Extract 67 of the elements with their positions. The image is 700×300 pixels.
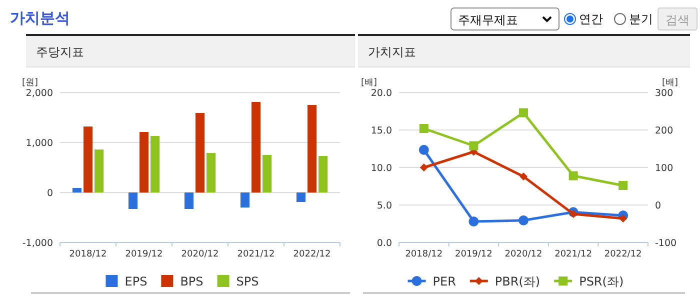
point bbox=[518, 215, 528, 226]
point bbox=[419, 124, 428, 133]
bar bbox=[94, 150, 104, 192]
legend-label: BPS bbox=[180, 274, 204, 288]
y-tick-label: -1,000 bbox=[22, 238, 53, 249]
y-tick-label: 20.0 bbox=[370, 88, 392, 99]
bar bbox=[84, 126, 92, 192]
x-tick-label: 2021/12 bbox=[554, 250, 592, 260]
y-tick-label: 2,000 bbox=[26, 88, 53, 99]
bar bbox=[262, 155, 272, 192]
x-tick-label: 2019/12 bbox=[455, 250, 492, 260]
legend-label: PBR(좌) bbox=[494, 274, 540, 288]
point bbox=[418, 144, 429, 155]
bar bbox=[150, 136, 160, 192]
y-tick-label: 1,000 bbox=[26, 138, 53, 149]
text: 주재무제표 bbox=[458, 13, 518, 27]
x-tick-label: 2019/12 bbox=[125, 250, 163, 260]
x-tick-label: 2020/12 bbox=[181, 250, 219, 260]
y-axis-title: [배] bbox=[361, 78, 378, 88]
text: 검색 bbox=[666, 13, 690, 27]
text: 분기 bbox=[629, 12, 653, 26]
bar bbox=[206, 153, 216, 192]
bar bbox=[296, 192, 306, 202]
point bbox=[468, 216, 479, 226]
chart-title: 주당지표 bbox=[36, 45, 84, 59]
bar bbox=[318, 156, 328, 192]
y2-tick-label: -100 bbox=[655, 238, 677, 249]
point bbox=[568, 171, 578, 180]
x-tick-label: 2021/12 bbox=[237, 250, 275, 260]
bar bbox=[184, 192, 194, 209]
point bbox=[618, 181, 628, 190]
y-tick-label: 10.0 bbox=[370, 163, 392, 174]
point bbox=[569, 210, 578, 218]
bar bbox=[308, 105, 316, 192]
y-tick-label: 15.0 bbox=[370, 126, 392, 136]
legend-label: EPS bbox=[124, 274, 148, 288]
x-tick-label: 2022/12 bbox=[293, 250, 331, 260]
point bbox=[519, 108, 528, 118]
y2-tick-label: 200 bbox=[655, 126, 674, 136]
x-tick-label: 2018/12 bbox=[69, 250, 107, 260]
y-tick-label: 0.0 bbox=[376, 238, 392, 249]
y2-axis-title: [배] bbox=[662, 78, 678, 88]
bar bbox=[128, 192, 138, 209]
y2-tick-label: 0 bbox=[655, 200, 662, 212]
y-tick-label: 0 bbox=[46, 188, 53, 199]
y-axis-title: [원] bbox=[22, 78, 38, 88]
x-tick-label: 2022/12 bbox=[604, 250, 642, 260]
y2-tick-label: 300 bbox=[655, 88, 674, 99]
chart-title: 가치지표 bbox=[368, 45, 416, 59]
y2-tick-label: 100 bbox=[655, 163, 674, 174]
text: 가치분석 bbox=[10, 9, 70, 27]
point bbox=[520, 172, 528, 180]
bar bbox=[140, 132, 148, 192]
legend-label: PSR(좌) bbox=[579, 274, 624, 288]
point bbox=[619, 214, 628, 222]
bar bbox=[252, 102, 260, 192]
x-tick-label: 2020/12 bbox=[504, 250, 542, 260]
bar bbox=[72, 188, 82, 192]
text: 연간 bbox=[579, 12, 603, 26]
bar bbox=[196, 113, 204, 192]
point bbox=[420, 164, 428, 172]
legend-label: SPS bbox=[236, 274, 259, 288]
legend-label: PER bbox=[432, 274, 456, 288]
y-tick-label: 5.0 bbox=[376, 200, 392, 212]
x-tick-label: 2018/12 bbox=[405, 250, 443, 260]
point bbox=[469, 141, 478, 150]
bar bbox=[240, 192, 250, 208]
